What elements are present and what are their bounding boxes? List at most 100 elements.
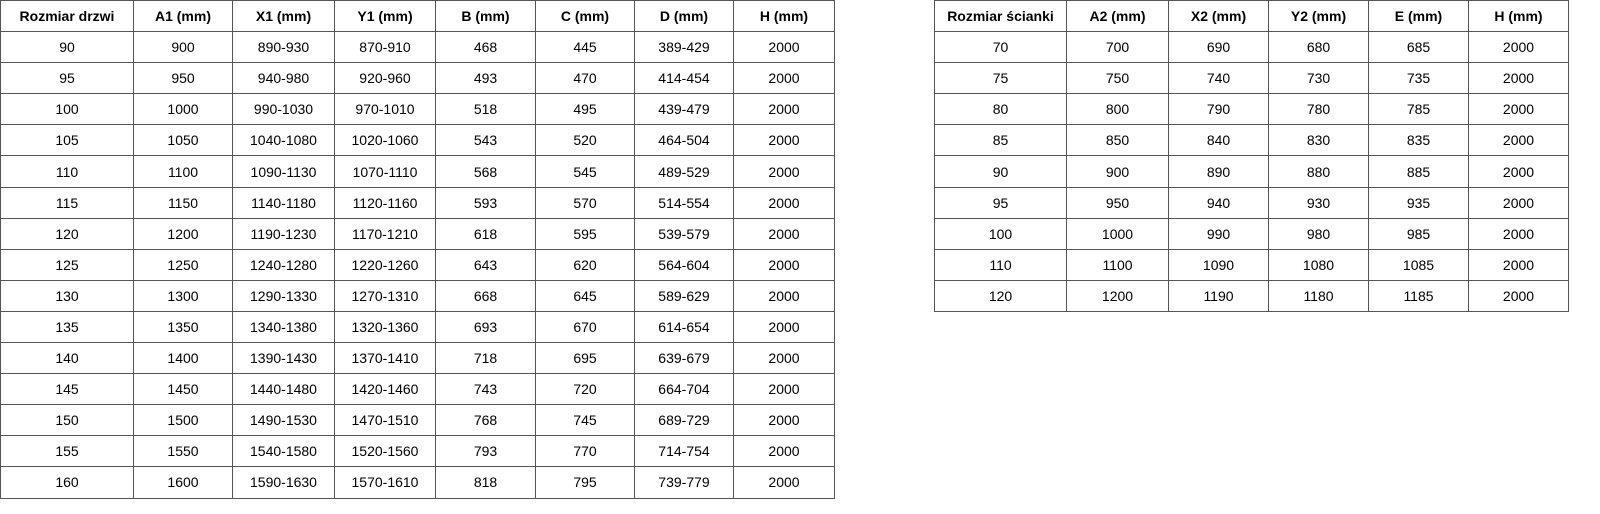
table-cell: 90 xyxy=(0,31,134,64)
column-header: D (mm) xyxy=(634,0,734,33)
table-cell: 1070-1110 xyxy=(334,155,436,188)
table-cell: 2000 xyxy=(733,248,835,281)
table-cell: 743 xyxy=(435,373,536,406)
table-cell: 1050 xyxy=(133,124,233,157)
table-cell: 464-504 xyxy=(634,124,734,157)
table-row: 95 950 940 930 935 2000 xyxy=(934,186,1569,219)
table-cell: 140 xyxy=(0,342,134,375)
table-cell: 95 xyxy=(0,62,134,95)
table-cell: 1220-1260 xyxy=(334,248,436,281)
column-header: B (mm) xyxy=(435,0,536,33)
table-cell: 1540-1580 xyxy=(232,435,335,468)
column-header: A2 (mm) xyxy=(1066,0,1169,33)
table-cell: 940-980 xyxy=(232,62,335,95)
table-cell: 1340-1380 xyxy=(232,310,335,344)
table-cell: 835 xyxy=(1368,124,1469,157)
table-cell: 1000 xyxy=(133,93,233,126)
table-cell: 1440-1480 xyxy=(232,373,335,406)
table-row: 105 1050 1040-1080 1020-1060 543 520 464-504 20… xyxy=(0,124,835,157)
table-cell: 890 xyxy=(1168,155,1269,188)
table-cell: 1520-1560 xyxy=(334,435,436,468)
table-cell: 468 xyxy=(435,31,536,64)
table-row: 80 800 790 780 785 2000 xyxy=(934,93,1569,126)
table-cell: 493 xyxy=(435,62,536,95)
column-header: A1 (mm) xyxy=(133,0,233,33)
table-cell: 690 xyxy=(1168,31,1269,64)
table-cell: 2000 xyxy=(733,186,835,219)
table-cell: 1180 xyxy=(1268,279,1369,312)
table-cell: 840 xyxy=(1168,124,1269,157)
table-cell: 1040-1080 xyxy=(232,124,335,157)
table-cell: 1090-1130 xyxy=(232,155,335,188)
table-cell: 770 xyxy=(535,435,635,468)
table-cell: 439-479 xyxy=(634,93,734,126)
table-cell: 1450 xyxy=(133,373,233,406)
table-cell: 1290-1330 xyxy=(232,279,335,312)
table-row: 155 1550 1540-1580 1520-1560 793 770 714-754 20… xyxy=(0,435,835,468)
table-cell: 1170-1210 xyxy=(334,217,436,250)
table-cell: 1185 xyxy=(1368,279,1469,312)
table-cell: 1400 xyxy=(133,342,233,375)
table-cell: 593 xyxy=(435,186,536,219)
table-cell: 120 xyxy=(0,217,134,250)
table-header-row: Rozmiar drzwi A1 (mm) X1 (mm) Y1 (mm) B (mm)… xyxy=(0,0,835,33)
table-cell: 1600 xyxy=(133,466,233,499)
table-row: 95 950 940-980 920-960 493 470 414-454 2000 xyxy=(0,62,835,95)
column-header: H (mm) xyxy=(1468,0,1569,33)
table-row: 110 1100 1090-1130 1070-1110 568 545 489-529 20… xyxy=(0,155,835,188)
column-header: X2 (mm) xyxy=(1168,0,1269,33)
table-cell: 564-604 xyxy=(634,248,734,281)
table-cell: 2000 xyxy=(733,155,835,188)
table-row: 140 1400 1390-1430 1370-1410 718 695 639-679 20… xyxy=(0,342,835,375)
table-cell: 1470-1510 xyxy=(334,404,436,437)
table-cell: 800 xyxy=(1066,93,1169,126)
table-cell: 2000 xyxy=(733,342,835,375)
table-cell: 1100 xyxy=(133,155,233,188)
table-cell: 145 xyxy=(0,373,134,406)
table-cell: 930 xyxy=(1268,186,1369,219)
table-cell: 160 xyxy=(0,466,134,499)
table-cell: 2000 xyxy=(1468,186,1569,219)
table-cell: 2000 xyxy=(733,310,835,344)
table-cell: 1490-1530 xyxy=(232,404,335,437)
table-cell: 664-704 xyxy=(634,373,734,406)
table-row: 75 750 740 730 735 2000 xyxy=(934,62,1569,95)
table-cell: 670 xyxy=(535,310,635,344)
table-cell: 689-729 xyxy=(634,404,734,437)
table-cell: 1320-1360 xyxy=(334,310,436,344)
table-cell: 1090 xyxy=(1168,248,1269,281)
table-row: 125 1250 1240-1280 1220-1260 643 620 564-604 20… xyxy=(0,248,835,281)
table-cell: 100 xyxy=(934,217,1067,250)
table-cell: 645 xyxy=(535,279,635,312)
table-cell: 1085 xyxy=(1368,248,1469,281)
table-cell: 793 xyxy=(435,435,536,468)
table-cell: 2000 xyxy=(733,373,835,406)
table-cell: 2000 xyxy=(1468,248,1569,281)
table-cell: 1590-1630 xyxy=(232,466,335,499)
table-cell: 1080 xyxy=(1268,248,1369,281)
table-cell: 780 xyxy=(1268,93,1369,126)
table-cell: 1190 xyxy=(1168,279,1269,312)
table-cell: 700 xyxy=(1066,31,1169,64)
column-header: Y2 (mm) xyxy=(1268,0,1369,33)
table-cell: 950 xyxy=(1066,186,1169,219)
table-cell: 75 xyxy=(934,62,1067,95)
table-cell: 2000 xyxy=(1468,155,1569,188)
table-cell: 1390-1430 xyxy=(232,342,335,375)
table-cell: 489-529 xyxy=(634,155,734,188)
table-cell: 614-654 xyxy=(634,310,734,344)
table-cell: 940 xyxy=(1168,186,1269,219)
table-cell: 1500 xyxy=(133,404,233,437)
table-cell: 720 xyxy=(535,373,635,406)
table-cell: 970-1010 xyxy=(334,93,436,126)
table-row: 90 900 890 880 885 2000 xyxy=(934,155,1569,188)
table-cell: 1150 xyxy=(133,186,233,219)
table-row: 135 1350 1340-1380 1320-1360 693 670 614-654 20… xyxy=(0,310,835,344)
table-cell: 885 xyxy=(1368,155,1469,188)
table-cell: 543 xyxy=(435,124,536,157)
table-cell: 714-754 xyxy=(634,435,734,468)
table-cell: 1370-1410 xyxy=(334,342,436,375)
column-header: X1 (mm) xyxy=(232,0,335,33)
table-row: 120 1200 1190-1230 1170-1210 618 595 539-579 20… xyxy=(0,217,835,250)
table-cell: 1190-1230 xyxy=(232,217,335,250)
